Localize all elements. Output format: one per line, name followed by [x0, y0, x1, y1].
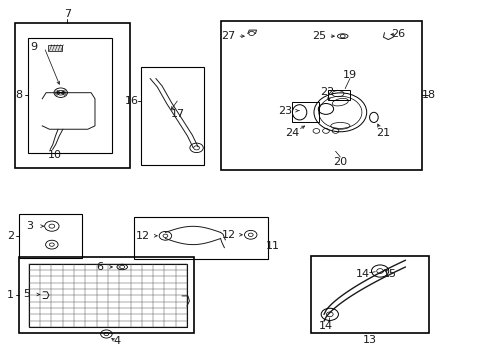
Text: 5: 5 [23, 289, 30, 300]
Text: 23: 23 [278, 105, 292, 116]
Text: 22: 22 [319, 87, 333, 97]
Text: 11: 11 [265, 241, 280, 251]
Bar [16, 23, 130, 168]
Text: 12: 12 [135, 231, 149, 241]
Bar [19, 214, 81, 258]
Text: 3: 3 [26, 221, 33, 231]
Text: 15: 15 [382, 269, 396, 279]
Bar [134, 217, 268, 258]
Text: 7: 7 [63, 9, 71, 19]
Text: 19: 19 [342, 70, 356, 80]
Text: 16: 16 [124, 96, 139, 106]
Bar [310, 256, 428, 333]
Text: 25: 25 [311, 31, 325, 41]
Bar [48, 45, 62, 51]
Text: 8: 8 [16, 90, 23, 100]
Bar [220, 21, 421, 170]
Text: 17: 17 [170, 109, 184, 119]
Text: 12: 12 [221, 230, 235, 240]
Text: 26: 26 [390, 30, 404, 40]
Text: 27: 27 [221, 31, 235, 41]
Text: 9: 9 [30, 42, 37, 52]
Text: 4: 4 [114, 336, 121, 346]
Text: 10: 10 [48, 150, 62, 159]
Bar [28, 38, 112, 153]
Text: 24: 24 [285, 128, 299, 138]
Text: 2: 2 [7, 231, 14, 241]
Text: 13: 13 [362, 335, 376, 345]
Bar [19, 257, 194, 333]
Bar [29, 264, 186, 327]
Bar [292, 102, 318, 122]
Text: 1: 1 [7, 290, 14, 300]
Text: 18: 18 [421, 90, 435, 100]
Text: 14: 14 [356, 269, 369, 279]
Bar [141, 67, 203, 165]
Text: 21: 21 [376, 128, 390, 138]
Text: 6: 6 [96, 262, 103, 272]
Bar [328, 90, 349, 100]
Text: 20: 20 [333, 157, 346, 167]
Text: 14: 14 [318, 321, 332, 331]
